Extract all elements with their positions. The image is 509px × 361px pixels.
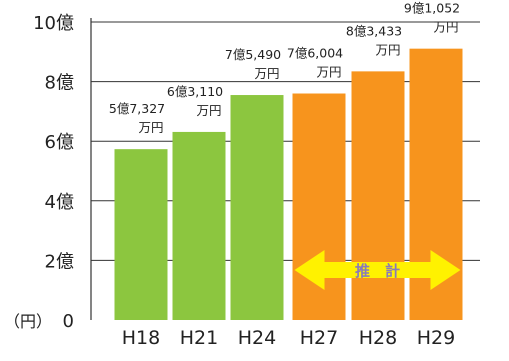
data-label: 8億3,433 [346, 23, 402, 38]
data-label-unit: 万円 [196, 103, 221, 118]
y-tick-label: 6億 [45, 132, 74, 153]
x-tick-label: H24 [238, 327, 276, 349]
double-arrow-icon [294, 250, 461, 290]
y-tick-label: 0 [63, 311, 74, 332]
data-label-unit: 万円 [316, 65, 341, 80]
estimate-label: 推 計 [355, 262, 400, 280]
bar-H24 [230, 95, 284, 321]
x-tick-label: H18 [122, 327, 160, 349]
y-tick-label: 8億 [45, 73, 74, 94]
data-label: 6億3,110 [167, 84, 223, 99]
data-label-unit: 万円 [433, 20, 458, 35]
bar-H21 [172, 131, 226, 320]
data-label: 5億7,327 [109, 101, 165, 116]
data-label-unit: 万円 [375, 42, 400, 57]
bar-H18 [114, 149, 168, 320]
y-tick-label: 4億 [45, 192, 74, 213]
x-tick-label: H28 [359, 327, 397, 349]
x-tick-label: H21 [180, 327, 218, 349]
x-tick-label: H27 [300, 327, 338, 349]
data-label: 7億5,490 [225, 47, 281, 62]
estimate-arrow: 推 計 [294, 250, 461, 290]
bar-H28 [351, 71, 405, 320]
axes: 0 2億 4億 6億 8億 10億 （円） H18 H21 H24 H27 H28 H29 [4, 13, 455, 349]
data-label: 9億1,052 [404, 1, 460, 16]
unit-label: （円） [4, 312, 52, 331]
x-tick-label: H29 [417, 327, 455, 349]
data-label: 7億6,004 [287, 46, 343, 61]
data-label-unit: 万円 [138, 120, 163, 135]
data-label-unit: 万円 [254, 66, 279, 81]
y-tick-label: 10億 [33, 13, 74, 34]
y-tick-label: 2億 [45, 251, 74, 272]
data-labels: 5億7,327 万円 6億3,110 万円 7億5,490 万円 7億6,004 万円 8億3,… [109, 1, 460, 136]
